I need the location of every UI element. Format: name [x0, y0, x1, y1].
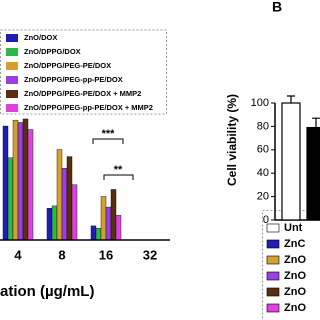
bar — [46, 208, 53, 241]
bar — [12, 119, 19, 241]
legend-swatch — [266, 239, 280, 249]
legend-swatch — [266, 255, 280, 265]
significance: *** — [102, 128, 116, 140]
bar — [61, 168, 68, 241]
bar — [66, 156, 73, 241]
significance: ** — [114, 164, 123, 176]
bar — [2, 125, 9, 241]
bar — [51, 205, 58, 241]
x-tick-label: 32 — [143, 247, 157, 262]
x-tick-label: 8 — [58, 247, 65, 262]
bar — [22, 118, 29, 241]
legend-swatch — [6, 34, 18, 42]
error-bar — [287, 95, 295, 103]
bar — [306, 126, 320, 221]
legend-swatch — [6, 76, 18, 84]
bar — [95, 228, 102, 241]
bar — [27, 129, 34, 241]
y-tick-label: 0 — [263, 214, 269, 226]
legend-label: ZnO/DPPG/DOX — [24, 47, 81, 56]
error-bar — [312, 117, 320, 128]
y-tick-label: 100 — [251, 97, 269, 109]
bar — [71, 184, 78, 241]
bar — [90, 225, 97, 241]
y-tick-label: 60 — [257, 144, 269, 156]
x-axis-label: ation (µg/mL) — [0, 283, 94, 300]
bar — [115, 215, 122, 241]
y-axis-label: Cell viability (%) — [225, 94, 239, 186]
legend-swatch — [266, 287, 280, 297]
y-tick-label: 40 — [257, 167, 269, 179]
legend-swatch — [6, 90, 18, 98]
bracket — [92, 138, 124, 144]
legend-swatch — [6, 48, 18, 56]
bar — [7, 157, 14, 241]
x-tick-label: 4 — [14, 247, 22, 262]
x-tick-label: 16 — [99, 247, 113, 262]
legend-label: ZnO/DPPG/PEG-pp-PE/DOX + MMP2 — [24, 103, 153, 112]
legend-box — [0, 29, 167, 115]
legend-swatch — [266, 223, 280, 233]
bar — [56, 149, 63, 241]
legend-swatch — [6, 62, 18, 70]
panel-label: B — [272, 0, 282, 15]
legend-label: ZnO — [284, 270, 306, 282]
legend-swatch — [266, 303, 280, 313]
bar — [100, 196, 107, 241]
legend-label: ZnC — [284, 238, 305, 250]
legend-label: ZnO/DPPG/PEG-pp-PE/DOX — [24, 75, 123, 84]
legend-label: ZnO/DOX — [24, 33, 57, 42]
bar — [281, 102, 301, 221]
legend-swatch — [6, 104, 18, 112]
legend-label: ZnO/DPPG/PEG-PE/DOX + MMP2 — [24, 89, 141, 98]
legend-label: ZnO — [284, 254, 306, 266]
bracket — [103, 174, 134, 180]
legend-swatch — [266, 271, 280, 281]
y-tick-label: 80 — [257, 120, 269, 132]
legend-label: ZnO — [284, 302, 306, 314]
legend-label: ZnO — [284, 286, 306, 298]
bar — [105, 206, 112, 241]
bar — [110, 189, 117, 241]
bar — [17, 122, 24, 241]
y-tick-label: 20 — [257, 191, 269, 203]
legend-label: ZnO/DPPG/PEG-PE/DOX — [24, 61, 111, 70]
legend-label: Unt — [284, 222, 303, 234]
